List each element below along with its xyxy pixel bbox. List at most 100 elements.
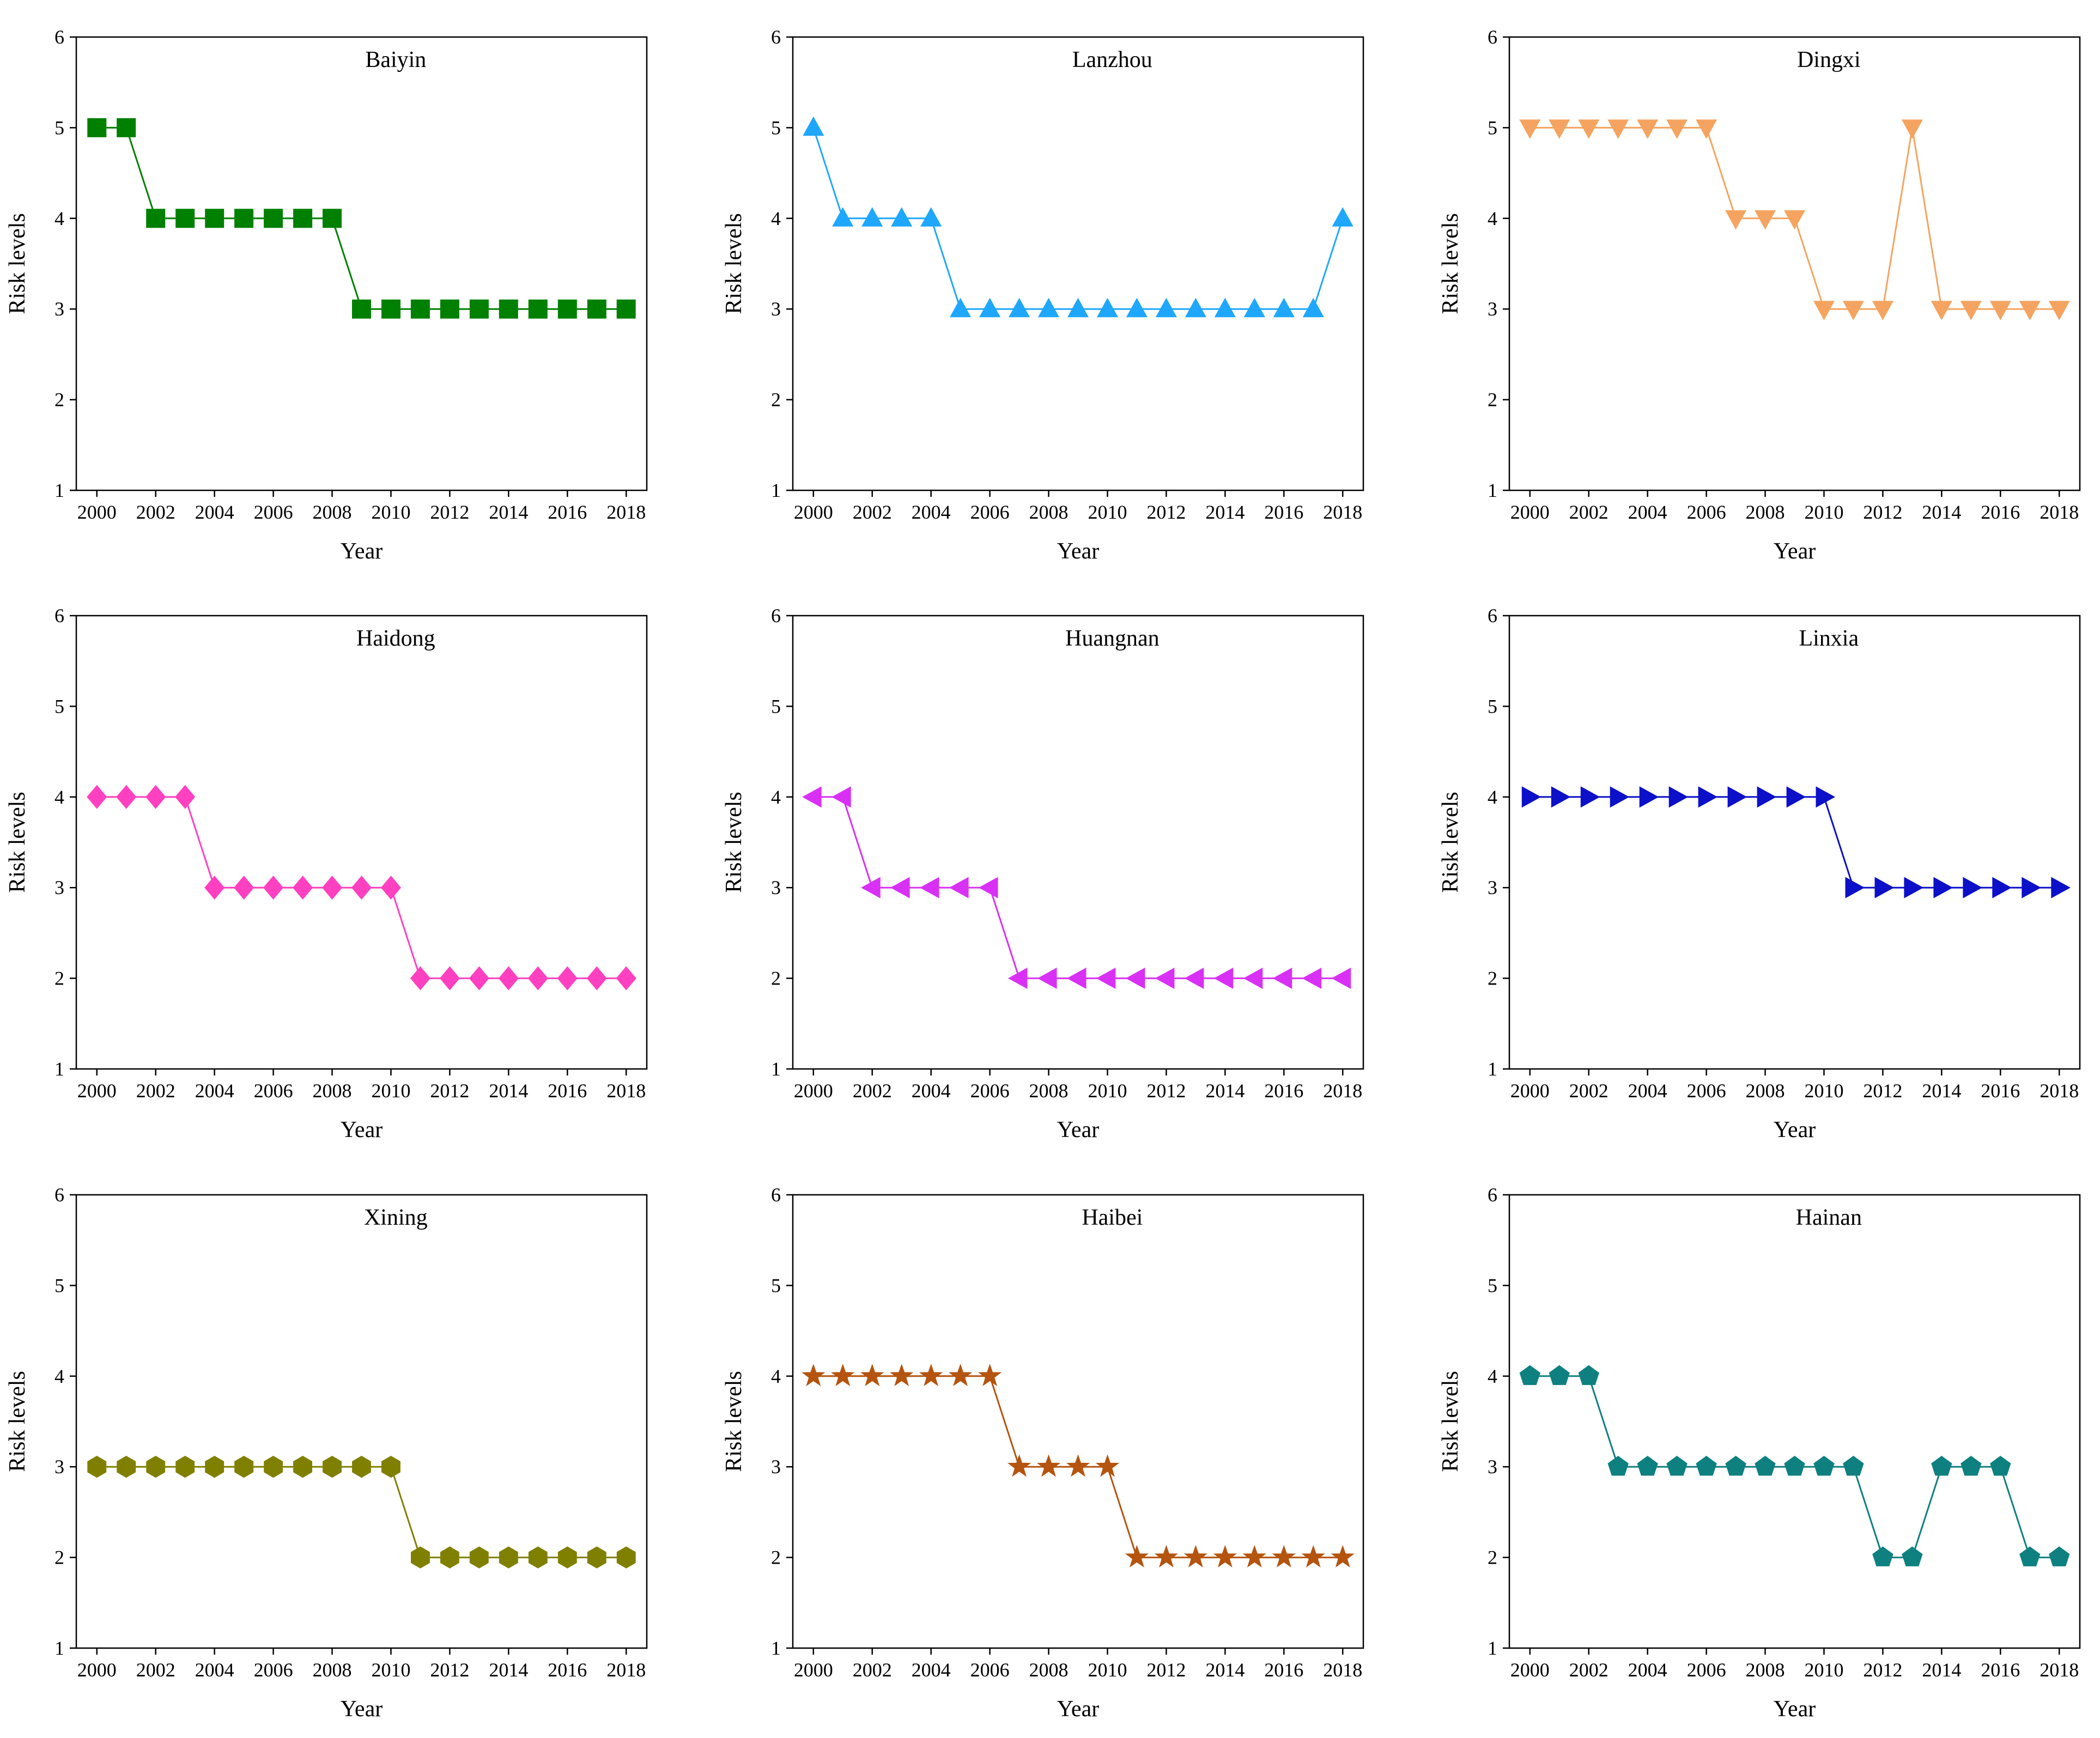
y-tick-label: 4 xyxy=(54,208,64,229)
series-line xyxy=(96,1466,627,1559)
y-tick-label: 3 xyxy=(771,877,781,898)
data-point xyxy=(920,877,939,898)
x-tick-label: 2004 xyxy=(195,1080,234,1102)
panel-title: Linxia xyxy=(1799,626,1859,651)
data-point xyxy=(1666,1455,1688,1476)
data-point xyxy=(1607,119,1629,139)
data-point xyxy=(234,876,254,900)
data-point xyxy=(440,299,459,319)
data-point xyxy=(1578,119,1600,139)
data-point xyxy=(1154,1545,1179,1568)
y-tick-label: 3 xyxy=(54,298,64,320)
panel-title: Hainan xyxy=(1796,1205,1862,1230)
x-tick-label: 2016 xyxy=(548,501,587,523)
x-tick-label: 2018 xyxy=(606,1080,646,1102)
data-point xyxy=(1332,207,1354,227)
x-tick-label: 2010 xyxy=(1088,501,1127,523)
data-point xyxy=(1185,297,1206,318)
x-tick-label: 2014 xyxy=(489,1659,528,1681)
y-tick-label: 2 xyxy=(1488,968,1497,989)
data-point xyxy=(891,207,913,227)
data-point xyxy=(1725,1455,1746,1476)
y-tick-label: 4 xyxy=(1488,208,1497,229)
data-point xyxy=(920,207,942,227)
y-tick-label: 3 xyxy=(54,877,64,898)
data-point xyxy=(1755,1455,1776,1476)
data-point xyxy=(1007,1454,1031,1477)
data-point xyxy=(1067,297,1089,318)
x-tick-label: 2008 xyxy=(1029,1659,1069,1681)
x-tick-label: 2006 xyxy=(254,1080,293,1102)
y-tick-label: 6 xyxy=(54,26,64,48)
x-tick-label: 2012 xyxy=(1863,1080,1902,1102)
y-tick-label: 2 xyxy=(1488,389,1497,411)
data-point xyxy=(890,877,910,898)
x-tick-label: 2016 xyxy=(1981,1080,2020,1102)
data-point xyxy=(323,209,342,228)
x-tick-label: 2012 xyxy=(1146,1659,1186,1681)
data-point xyxy=(1125,968,1145,989)
x-tick-label: 2002 xyxy=(853,1659,892,1681)
y-tick-label: 2 xyxy=(54,1547,64,1569)
data-point xyxy=(2022,877,2041,898)
data-point xyxy=(1549,119,1570,139)
data-point xyxy=(381,299,400,319)
x-tick-label: 2016 xyxy=(1981,501,2020,523)
data-point xyxy=(1009,297,1030,318)
y-tick-label: 1 xyxy=(771,479,781,501)
data-point xyxy=(978,877,998,898)
x-tick-label: 2002 xyxy=(136,501,175,523)
data-point xyxy=(527,966,548,990)
data-point xyxy=(1637,1455,1658,1476)
x-tick-label: 2000 xyxy=(1510,501,1550,523)
data-point xyxy=(1784,1455,1805,1476)
data-point xyxy=(440,1546,459,1569)
data-point xyxy=(1666,119,1688,139)
x-tick-label: 2000 xyxy=(794,1659,833,1681)
data-point xyxy=(1183,1545,1208,1568)
x-tick-label: 2010 xyxy=(1088,1080,1127,1102)
y-tick-label: 3 xyxy=(1488,877,1497,898)
data-point xyxy=(1551,786,1571,808)
x-tick-label: 2004 xyxy=(1628,1659,1667,1681)
data-point xyxy=(1874,877,1895,898)
panel-title: Haibei xyxy=(1082,1205,1143,1230)
y-tick-label: 4 xyxy=(771,1365,781,1387)
x-tick-label: 2014 xyxy=(1205,501,1245,523)
panel-title: Haidong xyxy=(356,626,435,651)
data-point xyxy=(1668,786,1689,808)
x-tick-label: 2004 xyxy=(912,1080,951,1102)
data-point xyxy=(352,299,371,319)
panel-baiyin: 1 2 3 4 5 6 2000 2002 2004 2006 2008 2010 2012 2014 20… xyxy=(5,26,648,564)
x-tick-label: 2006 xyxy=(970,1659,1010,1681)
data-point xyxy=(498,966,519,990)
data-point xyxy=(1904,877,1923,898)
data-point xyxy=(205,1456,224,1478)
data-point xyxy=(1845,877,1865,898)
panel-linxia: 1 2 3 4 5 6 2000 2002 2004 2006 2008 2010 2012 2014 20… xyxy=(1438,605,2081,1143)
panel-title: Xining xyxy=(364,1205,428,1230)
series-line xyxy=(812,127,1344,310)
data-point xyxy=(1214,297,1236,318)
x-tick-label: 2000 xyxy=(1510,1080,1550,1102)
y-axis-title: Risk levels xyxy=(721,792,746,893)
x-tick-label: 2010 xyxy=(371,1080,410,1102)
panel-dingxi: 1 2 3 4 5 6 2000 2002 2004 2006 2008 2010 2012 2014 20… xyxy=(1438,26,2081,564)
x-tick-label: 2010 xyxy=(1088,1659,1127,1681)
x-tick-label: 2010 xyxy=(1804,1080,1843,1102)
y-tick-label: 1 xyxy=(54,1637,64,1659)
data-point xyxy=(1301,1545,1325,1568)
data-point xyxy=(1963,877,1982,898)
data-point xyxy=(1639,786,1659,808)
data-point xyxy=(381,1456,400,1478)
y-axis-title: Risk levels xyxy=(5,792,30,893)
x-tick-label: 2008 xyxy=(313,501,352,523)
y-tick-label: 2 xyxy=(771,389,781,411)
data-point xyxy=(1725,210,1747,230)
data-point xyxy=(616,299,636,319)
data-point xyxy=(1302,968,1322,989)
data-point xyxy=(803,116,824,136)
x-tick-label: 2014 xyxy=(1205,1080,1245,1102)
x-tick-label: 2004 xyxy=(1628,501,1667,523)
x-tick-label: 2000 xyxy=(77,1659,117,1681)
